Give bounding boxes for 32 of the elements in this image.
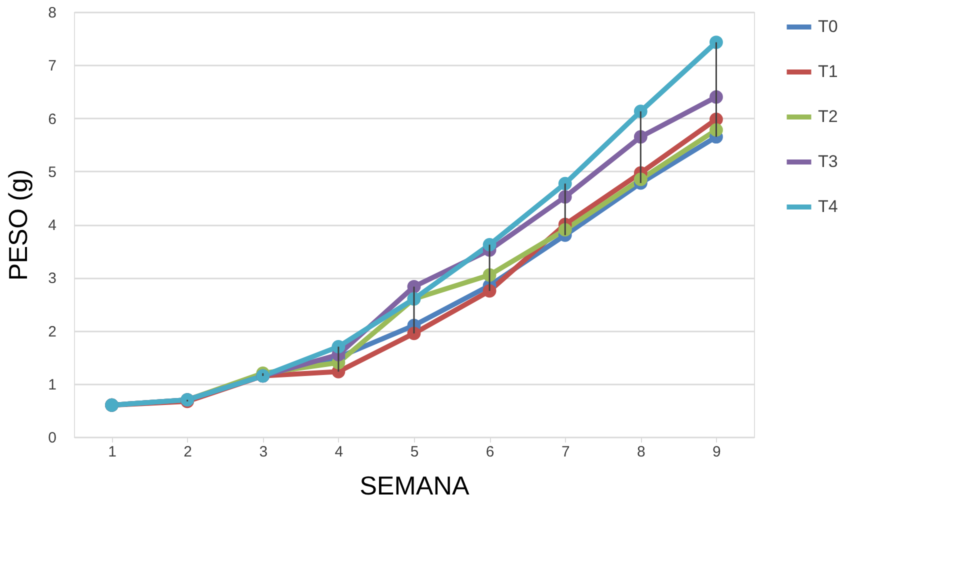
x-tick-label: 6 [486, 444, 494, 460]
x-tick-label: 4 [334, 444, 344, 460]
y-tick-label: 4 [48, 217, 56, 234]
point [558, 176, 572, 190]
point [710, 36, 723, 49]
y-tick-label: 1 [48, 376, 56, 394]
point [482, 284, 496, 298]
y-tick-label: 3 [48, 270, 56, 288]
point [407, 326, 421, 340]
point [634, 104, 648, 118]
y-tick-label: 8 [48, 4, 56, 22]
y-tick-label: 0 [48, 430, 56, 446]
y-tick-label: 2 [48, 323, 56, 340]
y-tick-label: 5 [48, 164, 56, 181]
legend-label: T0 [818, 17, 838, 36]
legend-label: T2 [818, 107, 838, 126]
legend-label: T3 [818, 152, 838, 171]
y-axis-title: PESO (g) [3, 169, 34, 281]
x-tick-label: 2 [184, 444, 192, 460]
x-tick-label: 5 [410, 444, 419, 460]
point [332, 340, 346, 354]
x-axis-title: SEMANA [360, 470, 470, 500]
legend-label: T1 [818, 62, 838, 81]
y-tick-label: 6 [48, 110, 56, 128]
y-tick-label: 7 [48, 58, 56, 75]
x-tick-label: 1 [108, 444, 116, 460]
point [482, 238, 496, 252]
x-tick-label: 3 [259, 444, 268, 460]
x-tick-label: 8 [636, 444, 646, 460]
x-tick-label: 7 [561, 444, 570, 460]
legend-label: T4 [818, 197, 838, 216]
x-tick-label: 9 [712, 444, 721, 460]
